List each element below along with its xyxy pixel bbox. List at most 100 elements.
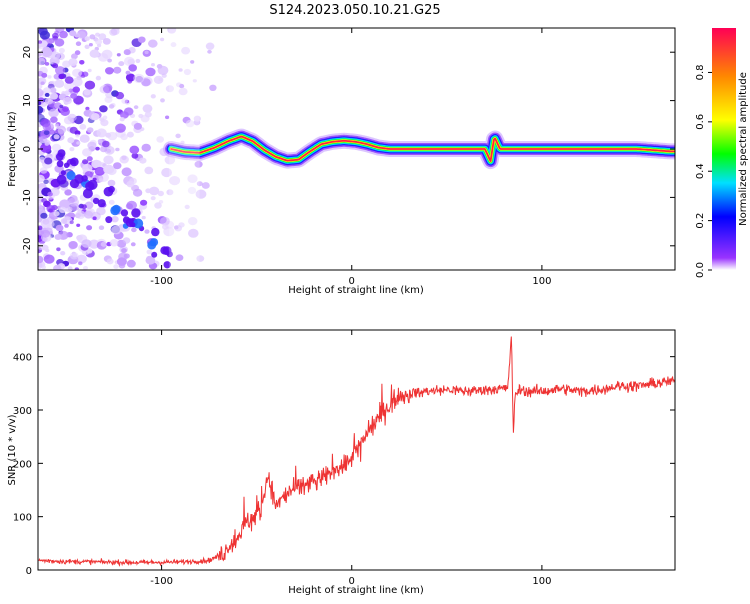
y-tick-label: -10 <box>22 189 33 205</box>
noise-blob <box>116 53 121 57</box>
noise-blob <box>81 74 86 78</box>
noise-blob <box>184 204 190 210</box>
noise-blob <box>119 117 125 122</box>
noise-blob <box>84 210 93 219</box>
noise-blob <box>67 137 75 144</box>
noise-blob <box>105 216 113 224</box>
x-tick-label: 100 <box>532 276 551 287</box>
noise-blob <box>68 197 79 207</box>
noise-blob <box>40 81 45 85</box>
noise-blob <box>53 134 60 140</box>
noise-blob <box>40 143 52 153</box>
noise-blob <box>59 199 70 209</box>
noise-blob <box>115 147 120 152</box>
noise-blob <box>86 127 94 133</box>
noise-blob <box>121 167 132 177</box>
noise-blob <box>64 223 69 228</box>
colorbar-ticks: 0.0 0.2 0.4 0.6 0.8 <box>695 64 712 278</box>
noise-blob <box>66 170 76 181</box>
noise-blob <box>38 255 44 264</box>
noise-blob <box>165 115 170 120</box>
noise-blob <box>77 31 86 39</box>
noise-blob <box>141 215 146 220</box>
x-tick-label: -100 <box>150 276 173 287</box>
noise-blob <box>58 47 65 54</box>
noise-blob <box>82 163 93 173</box>
y-tick-label: 400 <box>13 353 32 364</box>
noise-blob <box>121 248 127 253</box>
noise-blob <box>130 222 136 228</box>
noise-blob <box>144 229 150 234</box>
noise-blob <box>74 267 79 270</box>
noise-blob <box>49 92 59 100</box>
ridge-fade <box>169 28 200 270</box>
snr-frame <box>37 329 676 571</box>
noise-blob <box>38 52 42 57</box>
noise-blob <box>106 258 114 265</box>
noise-blob <box>126 200 137 210</box>
noise-blob <box>151 251 158 258</box>
noise-blob <box>165 85 174 93</box>
noise-blob <box>47 75 52 79</box>
noise-blob <box>111 216 119 223</box>
noise-blob <box>149 238 159 247</box>
y-tick-label: 200 <box>13 459 32 470</box>
noise-blob <box>125 73 136 82</box>
noise-blob <box>103 85 112 94</box>
noise-blob <box>99 105 108 113</box>
noise-blob <box>138 36 146 43</box>
noise-blob <box>38 136 44 141</box>
noise-blob <box>160 216 170 226</box>
noise-blob <box>49 87 57 93</box>
noise-blob <box>103 155 114 165</box>
noise-blob <box>79 60 85 65</box>
noise-blob <box>51 63 59 69</box>
noise-blob <box>157 190 164 197</box>
colorbar-tick-label: 0.2 <box>695 213 706 229</box>
noise-blob <box>68 241 78 249</box>
noise-blob <box>201 182 210 189</box>
colorbar-gradient <box>712 28 736 270</box>
noise-blob <box>139 157 147 164</box>
noise-blob <box>196 181 203 187</box>
noise-blob <box>195 189 207 199</box>
noise-blob <box>164 155 176 165</box>
noise-blob <box>148 39 158 48</box>
noise-blob <box>123 253 130 259</box>
noise-blob <box>55 224 64 232</box>
noise-blob <box>173 225 179 230</box>
noise-blob <box>62 106 69 112</box>
spectrogram-ridge-layer <box>163 28 675 270</box>
colorbar-tick-label: 0.0 <box>695 262 706 278</box>
noise-blob <box>169 176 181 186</box>
noise-blob <box>135 58 141 64</box>
noise-blob <box>131 227 137 233</box>
noise-blob <box>79 123 87 130</box>
noise-blob <box>43 179 49 185</box>
noise-blob <box>81 204 87 210</box>
noise-blob <box>42 218 50 225</box>
noise-blob <box>97 139 103 144</box>
noise-blob <box>58 206 67 213</box>
noise-blob <box>68 88 74 93</box>
noise-blob <box>115 123 126 133</box>
noise-blob <box>141 143 151 152</box>
noise-blob <box>194 160 203 168</box>
colorbar-tick-label: 0.4 <box>695 163 706 179</box>
noise-blob <box>72 68 82 78</box>
noise-blob <box>157 65 169 75</box>
noise-blob <box>98 33 107 41</box>
noise-blob <box>64 189 72 196</box>
noise-blob <box>162 224 169 230</box>
noise-blob <box>70 93 78 99</box>
noise-blob <box>109 239 119 247</box>
snr-x-axis-label: Height of straight line (km) <box>288 585 424 596</box>
noise-blob <box>105 67 114 75</box>
noise-blob <box>93 160 103 168</box>
noise-blob <box>82 159 89 165</box>
noise-blob <box>108 185 115 193</box>
noise-blob <box>100 241 107 247</box>
noise-blob <box>39 156 45 162</box>
